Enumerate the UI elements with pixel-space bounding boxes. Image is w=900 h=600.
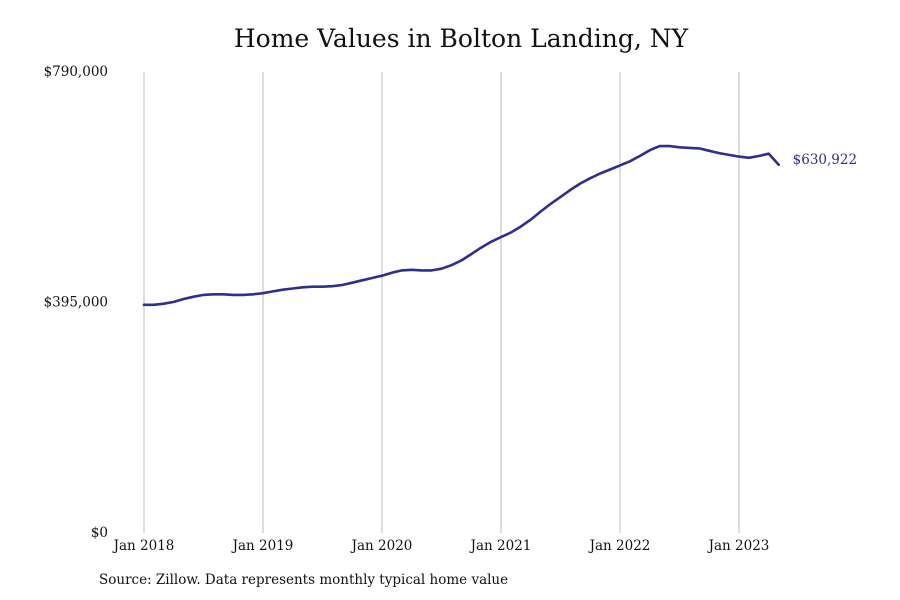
source-note: Source: Zillow. Data represents monthly … bbox=[99, 572, 509, 588]
x-tick-label: Jan 2019 bbox=[231, 538, 294, 554]
end-value-label: $630,922 bbox=[793, 152, 857, 168]
series-group bbox=[142, 144, 780, 307]
x-axis-tick-labels: Jan 2018 Jan 2019 Jan 2020 Jan 2021 Jan 2022… bbox=[112, 538, 770, 554]
data-labels: $630,922 bbox=[793, 152, 857, 168]
y-tick-label: $395,000 bbox=[44, 295, 108, 311]
series-line bbox=[142, 144, 780, 307]
x-tick-label: Jan 2020 bbox=[350, 538, 413, 554]
chart-title: Home Values in Bolton Landing, NY bbox=[233, 24, 689, 53]
y-tick-label: $790,000 bbox=[44, 64, 108, 80]
x-tick-label: Jan 2023 bbox=[707, 538, 770, 554]
y-axis-tick-labels: $0 $395,000 $790,000 bbox=[44, 64, 108, 541]
x-tick-label: Jan 2021 bbox=[469, 538, 532, 554]
gridlines bbox=[143, 72, 740, 533]
x-tick-label: Jan 2018 bbox=[112, 538, 175, 554]
y-tick-label: $0 bbox=[91, 525, 108, 541]
x-tick-label: Jan 2022 bbox=[588, 538, 651, 554]
